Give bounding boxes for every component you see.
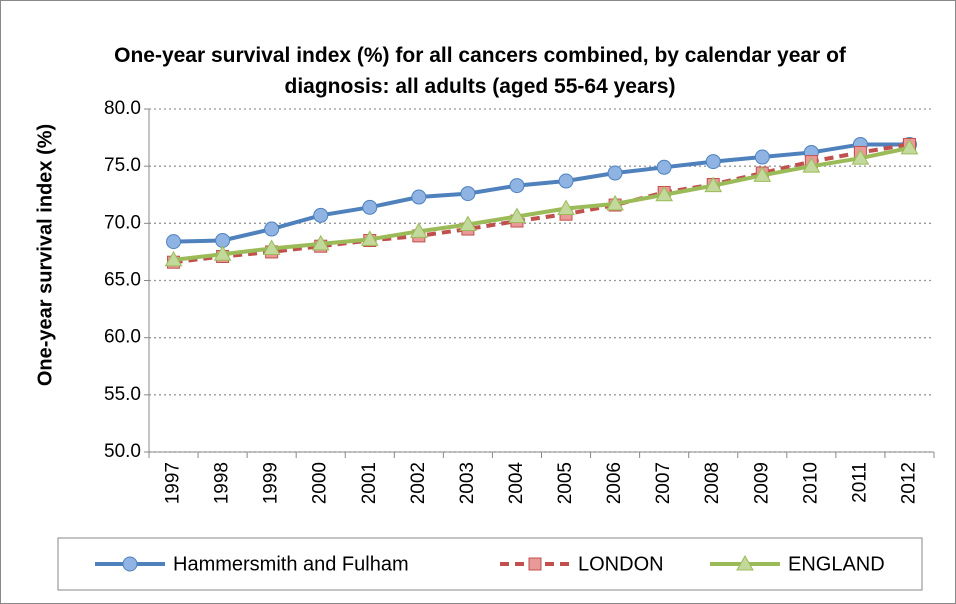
data-point	[459, 215, 477, 231]
data-point	[557, 199, 575, 215]
x-tick-label: 2007	[653, 462, 674, 504]
y-tick-label: 80.0	[104, 98, 141, 119]
x-tick-label: 1997	[163, 462, 184, 504]
x-tick-label: 2008	[702, 462, 723, 504]
data-point	[753, 166, 772, 182]
data-point	[754, 149, 770, 165]
data-point	[704, 176, 723, 193]
y-tick-label: 55.0	[104, 384, 141, 405]
data-point	[362, 199, 378, 215]
data-point	[802, 157, 821, 173]
legend-label: Hammersmith and Fulham	[173, 553, 409, 575]
x-tick-label: 2012	[898, 462, 919, 504]
data-point	[851, 149, 870, 165]
data-point	[409, 222, 428, 238]
data-point	[213, 245, 232, 261]
data-point	[313, 207, 329, 223]
data-point	[705, 154, 721, 170]
data-point	[508, 207, 526, 223]
y-axis-label: One-year survival index (%)	[34, 124, 56, 386]
x-tick-label: 2004	[506, 462, 527, 505]
data-point	[900, 138, 919, 155]
x-tick-label: 2000	[310, 462, 331, 504]
x-tick-label: 2010	[800, 462, 821, 504]
data-point	[460, 186, 476, 202]
y-tick-label: 75.0	[104, 155, 141, 176]
data-point	[166, 234, 182, 250]
x-tick-label: 2001	[359, 462, 380, 504]
x-tick-label: 2003	[457, 462, 478, 504]
legend-label: ENGLAND	[788, 553, 885, 575]
data-point	[607, 165, 623, 181]
data-point	[411, 189, 427, 205]
y-tick-label: 60.0	[104, 327, 141, 348]
x-tick-label: 2002	[408, 462, 429, 504]
y-tick-label: 65.0	[104, 270, 141, 291]
data-point	[164, 250, 183, 267]
x-tick-label: 1999	[261, 462, 282, 504]
legend-label: LONDON	[578, 553, 664, 575]
legend-marker	[528, 557, 542, 571]
data-point	[558, 173, 574, 189]
data-point	[262, 239, 281, 255]
series-line	[173, 142, 910, 244]
y-tick-label: 50.0	[104, 441, 141, 462]
x-tick-label: 2005	[555, 462, 576, 504]
x-tick-label: 1998	[212, 462, 233, 504]
data-point	[606, 194, 624, 211]
data-point	[264, 221, 280, 237]
data-point	[311, 234, 330, 251]
y-tick-label: 70.0	[104, 212, 141, 233]
legend-marker	[736, 554, 754, 571]
data-point	[655, 185, 674, 202]
x-tick-label: 2011	[849, 462, 870, 503]
chart-title: One-year survival index (%) for all canc…	[114, 44, 846, 98]
x-tick-label: 2009	[751, 462, 772, 504]
series-line	[173, 142, 910, 265]
data-point	[360, 230, 379, 246]
legend-marker	[122, 556, 138, 572]
series-line	[173, 145, 910, 262]
x-tick-label: 2006	[604, 462, 625, 504]
data-point	[509, 178, 525, 194]
data-point	[656, 159, 672, 175]
